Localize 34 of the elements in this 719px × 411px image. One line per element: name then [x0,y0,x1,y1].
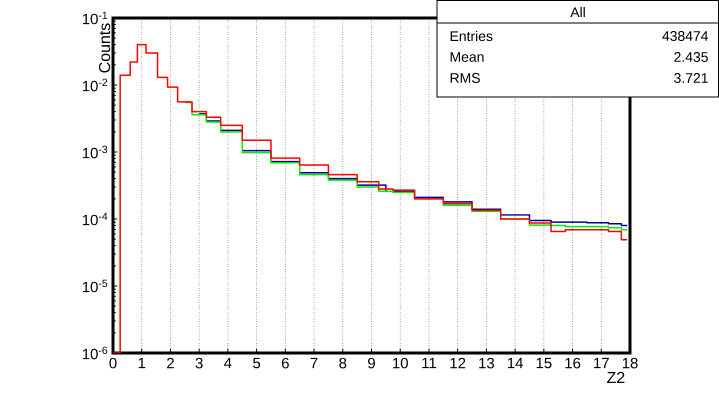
annotation: Entries [450,30,492,42]
x-tick-label: 2 [167,358,174,368]
x-tick-label: 17 [594,358,609,368]
x-tick-label: 3 [196,358,203,368]
x-tick-label: 14 [508,358,523,368]
x-tick-label: 11 [422,358,436,368]
annotation: RMS [450,73,480,83]
x-tick-label: 7 [310,358,318,368]
x-tick-label: 0 [109,358,117,368]
text: All [570,6,585,18]
x-tick-label: 12 [450,358,466,368]
x-tick-label: 9 [368,358,375,368]
x-tick-label: 10 [393,358,408,368]
text: 438474 [662,31,708,41]
x-tick-label: 8 [339,358,346,368]
annotation: Mean [450,52,484,62]
y-tick-label: 10$^{-1}$ [82,12,108,24]
x-tick-label: 15 [536,358,552,368]
x-tick-label: 13 [479,358,494,368]
text: 3.721 [674,73,708,83]
y-tick-label: 10$^{-2}$ [82,78,108,92]
y-tick-label: 10$^{-5}$ [82,280,108,292]
x-tick-label: 18 [622,358,638,368]
x-tick-label: 4 [224,358,232,368]
x-tick-label: 16 [565,358,580,368]
text: 2.435 [674,52,708,62]
y-axis-title: Counts [98,23,110,73]
x-tick-label: 5 [253,358,260,368]
y-tick-label: 10$^{-3}$ [82,146,108,158]
x-tick-label: 1 [138,358,146,368]
x-tick-label: 6 [282,358,289,368]
y-tick-label: 10$^{-6}$ [82,346,108,360]
y-tick-label: 10$^{-4}$ [82,212,108,226]
x-axis-title: Z2 [607,372,624,383]
